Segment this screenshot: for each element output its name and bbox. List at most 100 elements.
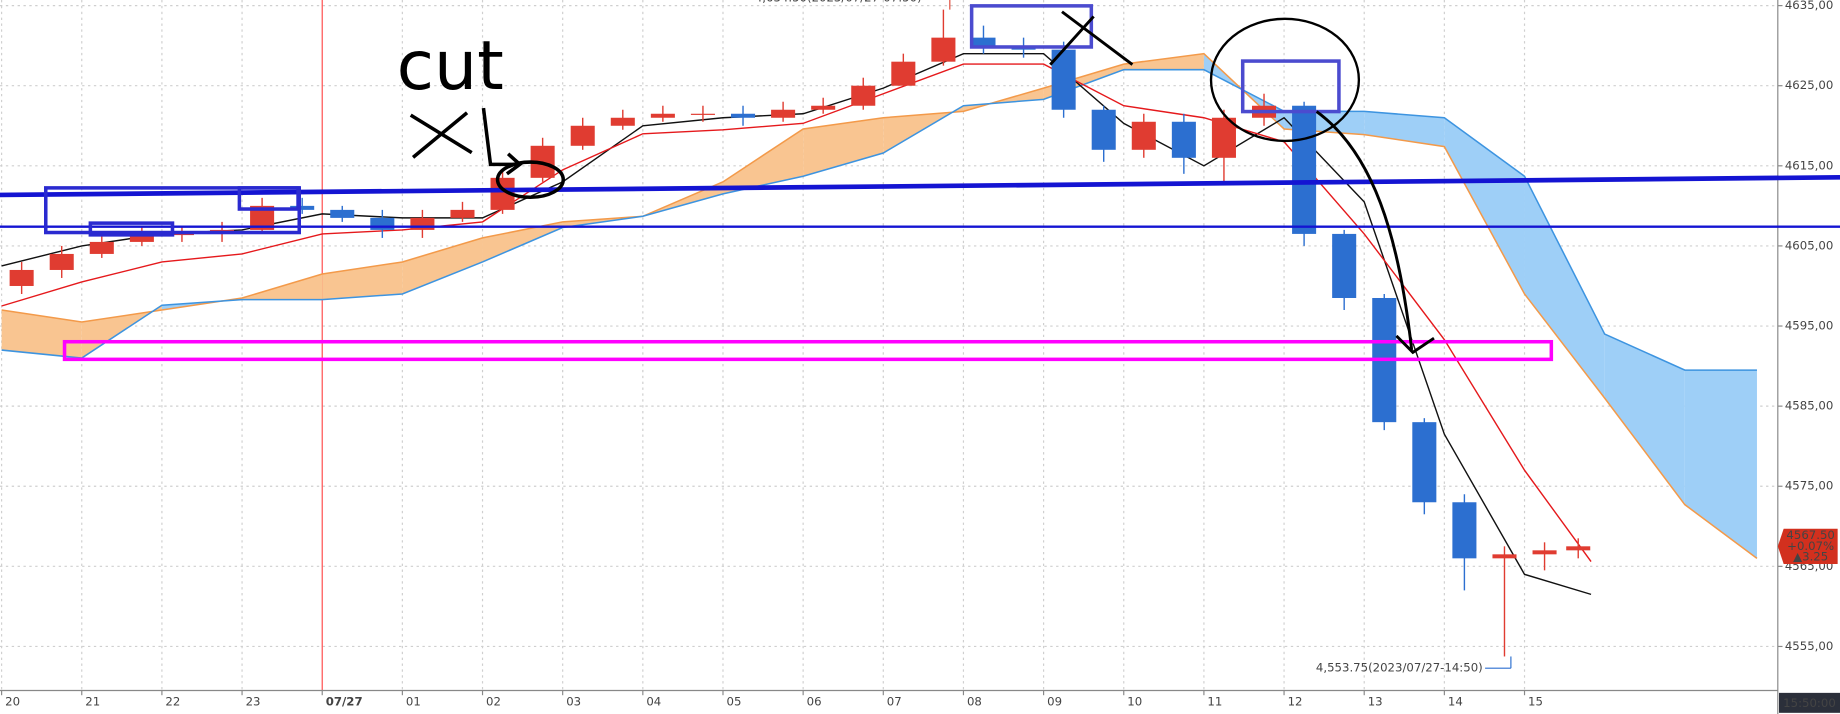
candle-body	[931, 37, 956, 62]
candle-body	[9, 269, 34, 286]
cloud-fill	[803, 117, 884, 177]
candle-body	[1091, 109, 1116, 150]
time-label: 15:50:00	[1783, 696, 1836, 710]
x-tick-label: 09	[1047, 695, 1062, 709]
extreme-label: 4,634.50(2023/07/27-07:50)	[755, 0, 922, 4]
x-tick-label: 10	[1127, 695, 1142, 709]
candle-body	[1292, 105, 1317, 234]
cloud-fill	[1684, 370, 1757, 559]
candle-body	[1566, 546, 1591, 551]
y-tick-label: 4625,00	[1785, 78, 1833, 92]
x-tick-label: 15	[1528, 695, 1543, 709]
y-tick-label: 4585,00	[1785, 399, 1833, 413]
candle-body	[169, 233, 194, 236]
y-tick-label: 4575,00	[1785, 479, 1833, 493]
candle-body	[450, 209, 475, 218]
candle-body	[971, 37, 996, 46]
candle-body	[1492, 554, 1517, 559]
x-tick-label: 07/27	[326, 695, 363, 709]
drawn-box	[969, 4, 1094, 49]
candle-body	[1171, 121, 1196, 158]
price-tag-label: 4567.50	[1786, 528, 1834, 542]
candle-body	[1131, 121, 1156, 150]
candle-body	[891, 61, 916, 86]
handwritten-cross	[1049, 10, 1134, 66]
drawn-zone	[62, 339, 1554, 362]
candle-body	[330, 209, 355, 218]
price-tag-change: ▲3.25	[1793, 549, 1828, 563]
drawn-box	[88, 221, 175, 237]
cloud-fill	[1364, 111, 1445, 147]
candle-body	[690, 113, 715, 115]
candle-body	[771, 109, 796, 118]
cloud-fill	[482, 221, 563, 262]
candle-body	[410, 217, 435, 230]
x-tick-label: 14	[1448, 695, 1463, 709]
candle-body	[370, 217, 395, 230]
extreme-label: 4,553.75(2023/07/27-14:50)	[1316, 661, 1483, 675]
x-tick-label: 12	[1288, 695, 1303, 709]
x-tick-label: 13	[1368, 695, 1383, 709]
cloud-line	[1, 68, 1757, 371]
x-tick-label: 06	[807, 695, 822, 709]
x-tick-label: 08	[967, 695, 982, 709]
candle-body	[290, 205, 315, 210]
candle-body	[1452, 502, 1477, 559]
x-tick-label: 04	[646, 695, 661, 709]
price-tag-change-pct: +0.07%	[1787, 539, 1834, 553]
drawn-box	[237, 186, 300, 211]
handwritten-mark	[409, 107, 523, 176]
y-tick-label: 4615,00	[1785, 158, 1833, 172]
x-tick-label: 22	[165, 695, 180, 709]
handwritten-arrow	[1315, 110, 1435, 355]
x-tick-label: 21	[85, 695, 100, 709]
indicator-line	[1, 63, 1592, 562]
candle-body	[1412, 422, 1437, 503]
handwritten-circle	[1209, 17, 1361, 143]
candle-body	[1532, 550, 1557, 555]
annotation-layer: cut	[0, 4, 1840, 362]
x-tick-label: 23	[246, 695, 261, 709]
cloud-fill	[1524, 176, 1605, 399]
price-tag	[1777, 528, 1838, 564]
candle-body	[851, 85, 876, 106]
axis-layer	[0, 0, 1783, 714]
cloud-fill	[402, 237, 483, 294]
cloud-layer	[1, 52, 1758, 559]
cloud-fill	[1, 310, 82, 359]
cloud-fill	[722, 128, 804, 194]
candle-body	[1332, 233, 1357, 298]
drawn-trendline	[0, 174, 1840, 198]
x-tick-label: 01	[406, 695, 421, 709]
y-tick-label: 4595,00	[1785, 319, 1833, 333]
candle-body	[129, 233, 154, 242]
x-tick-label: 03	[566, 695, 581, 709]
candle-body	[1211, 117, 1236, 158]
x-tick-label: 02	[486, 695, 501, 709]
y-tick-label: 4635,00	[1785, 0, 1833, 12]
candle-layer	[9, 9, 1591, 657]
y-tick-label: 4605,00	[1785, 238, 1833, 252]
handwritten-note: cut	[397, 27, 504, 106]
y-tick-label: 4555,00	[1785, 639, 1833, 653]
cloud-line	[1, 52, 1758, 559]
candle-body	[811, 105, 836, 110]
x-tick-label: 07	[887, 695, 902, 709]
drawn-box	[1240, 59, 1341, 114]
time-box	[1778, 692, 1840, 713]
cloud-fill	[1604, 334, 1685, 505]
candle-body	[610, 117, 635, 126]
candle-body	[650, 113, 675, 118]
candle-body	[49, 253, 74, 270]
x-tick-label: 05	[727, 695, 742, 709]
candle-body	[731, 113, 756, 118]
label-layer: 4635,00 4625,00 4615,00 4605,00 4595,00 4585,…	[5, 0, 1840, 713]
x-tick-label: 20	[5, 695, 20, 709]
x-tick-label: 11	[1207, 695, 1222, 709]
candle-body	[570, 125, 595, 146]
candle-body	[89, 241, 114, 254]
cloud-fill	[1123, 53, 1204, 70]
